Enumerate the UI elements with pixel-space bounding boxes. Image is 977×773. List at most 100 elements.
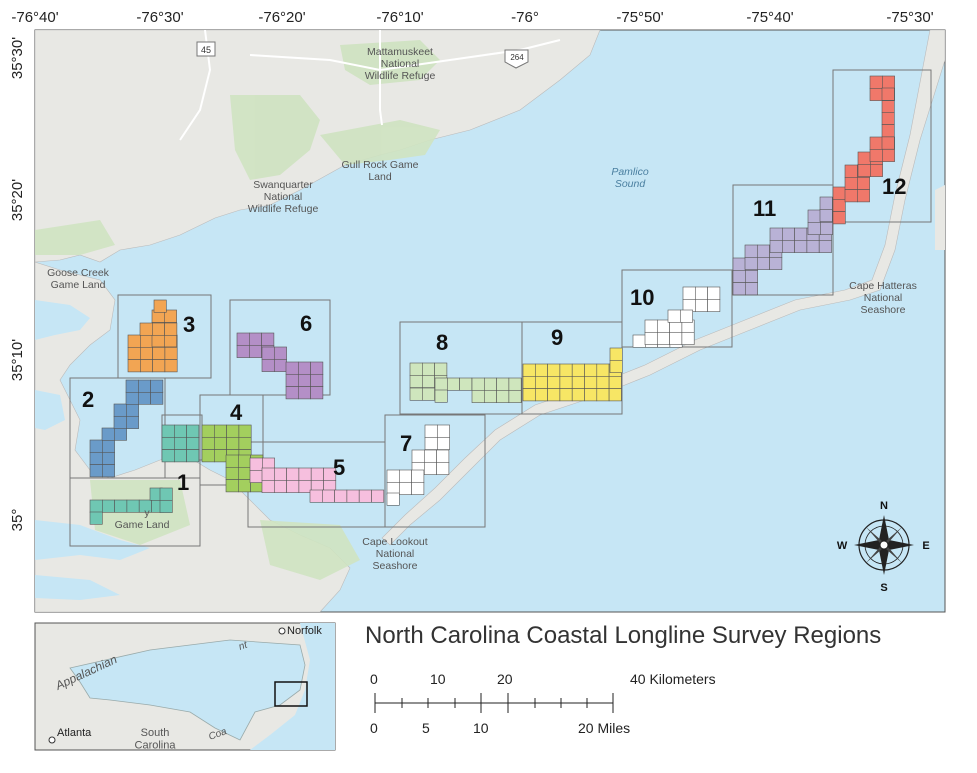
region-label-10: 10 — [630, 285, 654, 310]
grid-cell-r12 — [869, 149, 883, 162]
grid-cell-r9 — [596, 388, 610, 402]
grid-cell-r11 — [818, 240, 832, 253]
protected-areas — [35, 40, 440, 580]
grid-cell-r6 — [261, 346, 275, 360]
inset-label-atlanta: Atlanta — [57, 727, 92, 739]
latitude-axis: 35°30' 35°20' 35°10' 35° — [9, 37, 26, 532]
grid-cell-r4 — [226, 436, 240, 450]
grid-cell-r9 — [571, 375, 585, 389]
grid-cell-r9 — [609, 347, 623, 361]
scale-km-10: 10 — [430, 671, 446, 687]
norfolk-marker-icon — [278, 627, 286, 635]
scale-km-40: 40 Kilometers — [630, 671, 716, 687]
region-label-9: 9 — [551, 325, 563, 350]
grid-cell-r1 — [186, 424, 200, 438]
grid-cell-r5 — [321, 489, 335, 503]
grid-cell-r2 — [102, 451, 115, 465]
grid-cell-r2 — [102, 439, 115, 453]
grid-cell-r4 — [238, 454, 251, 468]
grid-cell-r7 — [386, 469, 400, 483]
grid-cell-r5 — [249, 457, 263, 471]
grid-cell-r12 — [881, 75, 895, 89]
grid-cell-r11 — [732, 257, 746, 271]
inset-label-norfolk: Norfolk — [287, 625, 322, 637]
grid-cell-r7 — [411, 469, 425, 483]
grid-cell-r8 — [446, 377, 460, 391]
label-game-land-1: Game Land — [115, 519, 170, 531]
grid-cell-r3 — [152, 322, 165, 336]
region-labels: 1 2 3 4 5 6 7 8 9 10 11 12 — [82, 174, 906, 495]
label-cape-hatteras: Cape Hatteras National Seashore — [849, 280, 917, 316]
grid-cell-r12 — [869, 136, 883, 150]
grid-cell-r5 — [310, 467, 324, 481]
grid-cell-r2 — [126, 403, 139, 417]
region-label-8: 8 — [436, 330, 448, 355]
grid-cell-r12 — [881, 99, 895, 113]
grid-cell-r5 — [309, 489, 323, 503]
grid-cell-r12 — [869, 164, 883, 177]
grid-cell-r5 — [286, 479, 300, 493]
grid-cell-r9 — [571, 388, 585, 402]
grid-cell-r1 — [102, 499, 115, 513]
grid-cell-r7 — [411, 481, 425, 495]
scale-mi-10: 10 — [473, 720, 489, 736]
grid-cell-r4 — [201, 449, 215, 463]
grid-cell-r4 — [238, 424, 252, 438]
inset-north-carolina — [69, 639, 306, 741]
grid-cell-r12 — [832, 199, 846, 212]
grid-cell-r8 — [409, 387, 423, 401]
grid-cell-r3 — [164, 359, 178, 373]
grid-cell-r5 — [358, 489, 372, 503]
grid-cell-r9 — [559, 388, 573, 402]
grid-cell-r1 — [159, 487, 173, 501]
grid-cell-r7 — [398, 469, 412, 483]
grid-cell-r9 — [534, 375, 548, 389]
grid-cell-r2 — [113, 415, 127, 429]
grid-cell-r9 — [608, 388, 622, 402]
grid-cell-r11 — [769, 256, 783, 270]
grid-cell-r5 — [286, 467, 300, 481]
grid-cell-r11 — [819, 222, 833, 235]
grid-cell-r4 — [214, 424, 227, 438]
grid-cell-r12 — [832, 186, 846, 200]
grid-cell-r11 — [769, 227, 783, 241]
region-label-6: 6 — [300, 311, 312, 336]
grid-cell-r6 — [285, 361, 299, 375]
grid-cell-r8 — [409, 362, 423, 376]
grid-cell-r5 — [273, 467, 287, 481]
grid-cell-r12 — [844, 164, 858, 178]
grid-cell-r8 — [471, 389, 485, 403]
grid-cell-r10 — [694, 286, 708, 300]
grid-cell-r11 — [806, 240, 820, 253]
shield-us45: 45 — [196, 41, 216, 57]
grid-cell-r4 — [214, 449, 227, 463]
grid-cell-r5 — [346, 489, 360, 503]
grid-cell-r2 — [89, 451, 103, 465]
grid-cell-r11 — [744, 244, 758, 258]
compass-e: E — [922, 540, 929, 552]
grid-cell-r11 — [756, 256, 770, 270]
grid-cell-r2 — [102, 464, 115, 478]
grid-cell-r10 — [669, 331, 683, 345]
grid-cell-r11 — [732, 282, 746, 296]
grid-cell-r1 — [174, 436, 187, 450]
longitude-tick-label: -76°20' — [258, 9, 305, 26]
scale-bar: 0 10 20 40 Kilometers 0 5 10 20 Miles — [370, 671, 716, 736]
grid-cell-r8 — [409, 374, 423, 388]
svg-text:264: 264 — [510, 53, 524, 62]
grid-cell-r11 — [781, 227, 795, 241]
grid-cell-r9 — [534, 363, 548, 377]
region-label-3: 3 — [183, 312, 195, 337]
grid-cell-r1 — [89, 511, 103, 525]
grid-cell-r2 — [138, 391, 151, 405]
latitude-tick-label: 35°10' — [9, 339, 26, 381]
grid-cell-r9 — [571, 363, 585, 377]
grid-cell-r12 — [881, 112, 895, 125]
longitude-tick-label: -76° — [511, 9, 539, 26]
grid-cell-r1 — [161, 424, 175, 438]
region-box-3 — [117, 294, 212, 379]
grid-cell-r4 — [238, 466, 251, 480]
grid-cell-r6 — [273, 346, 287, 360]
grid-cell-r9 — [584, 363, 598, 377]
